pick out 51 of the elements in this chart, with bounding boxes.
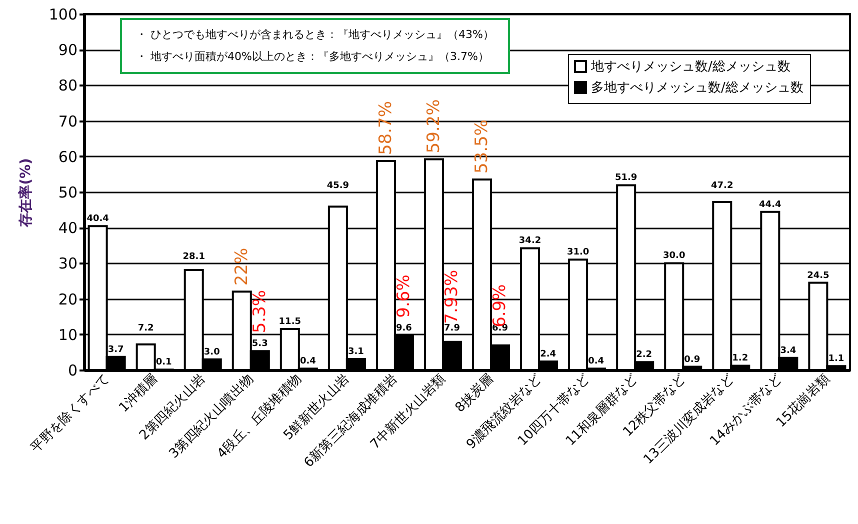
data-label: 3.1 — [348, 346, 364, 357]
annotation: ・ 地すべり面積が40%以上のとき：『多地すべりメッシュ』（3.7%） — [136, 49, 490, 65]
data-label: 3.7 — [108, 344, 124, 355]
data-label: 3.4 — [780, 346, 796, 356]
data-label: 1.1 — [828, 354, 844, 364]
data-label: 47.2 — [711, 181, 734, 191]
y-tick-label: 60 — [58, 148, 78, 166]
data-label: 45.9 — [326, 181, 350, 191]
data-label: 34.2 — [518, 236, 542, 246]
annotation: 53.5% — [472, 120, 492, 174]
data-label: 1.2 — [732, 354, 748, 364]
data-label: 30.0 — [663, 251, 686, 262]
data-label: 0.1 — [156, 358, 172, 368]
data-label: 2.2 — [636, 350, 652, 360]
data-label: 28.1 — [182, 252, 205, 262]
legend-label: 多地すべりメッシュ数/総メッシュ数 — [591, 80, 804, 96]
note-box: ・ ひとつでも地すべりが含まれるとき：『地すべりメッシュ』（43%） ・ 地すべり面積が40%以上のとき：『多地すべりメッシュ』（3.7%） — [120, 18, 510, 74]
y-tick-label: 20 — [58, 290, 78, 308]
data-label: 5.3 — [252, 339, 268, 350]
annotation: 22% — [232, 248, 252, 286]
annotation: ・ ひとつでも地すべりが含まれるとき：『地すべりメッシュ』（43%） — [136, 27, 494, 43]
y-tick-label: 100 — [48, 6, 78, 24]
data-label: 31.0 — [566, 248, 590, 258]
y-tick-label: 90 — [58, 41, 78, 60]
data-label: 51.9 — [614, 173, 638, 184]
data-label: 9.6 — [396, 323, 412, 334]
data-label: 0.9 — [684, 354, 700, 365]
annotation: 58.7% — [376, 101, 396, 156]
annotation: 5.3% — [250, 290, 270, 334]
annotation: 9.6% — [394, 274, 414, 318]
data-label: 24.5 — [807, 270, 830, 281]
data-label: 3.0 — [204, 347, 220, 358]
data-label: 44.4 — [759, 200, 782, 210]
y-tick-label: 0 — [68, 362, 78, 380]
data-label: 7.9 — [444, 323, 460, 334]
annotation: 7.93% — [442, 270, 462, 324]
y-tick-label: 10 — [58, 326, 78, 344]
data-label: 0.4 — [300, 356, 316, 367]
legend-label: 地すべりメッシュ数/総メッシュ数 — [590, 60, 790, 74]
annotation: 59.2% — [424, 99, 444, 154]
data-label: 7.2 — [138, 323, 154, 334]
data-label: 2.4 — [540, 349, 556, 360]
data-label: 0.4 — [588, 356, 604, 367]
y-tick-label: 70 — [58, 112, 78, 130]
y-tick-label: 50 — [58, 184, 78, 202]
y-tick-label: 40 — [58, 219, 78, 238]
data-label: 40.4 — [86, 214, 109, 224]
y-tick-label: 30 — [58, 254, 78, 273]
y-axis-title: 存在率(%) — [16, 158, 34, 228]
y-tick-label: 80 — [58, 76, 78, 95]
data-label: 11.5 — [278, 317, 302, 328]
